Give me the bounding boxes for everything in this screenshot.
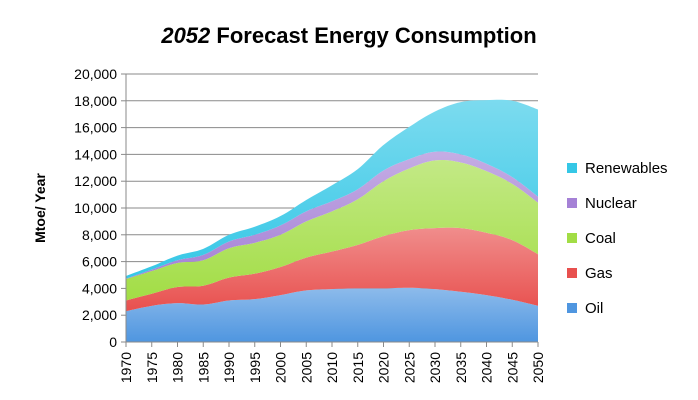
legend-swatch-oil — [567, 303, 577, 313]
legend-swatch-gas — [567, 268, 577, 278]
legend-label-coal: Coal — [585, 230, 616, 247]
x-tick-label-2000: 2000 — [273, 352, 289, 383]
legend-label-renewables: Renewables — [585, 160, 668, 177]
x-tick-label-2010: 2010 — [324, 352, 340, 383]
legend-swatch-coal — [567, 233, 577, 243]
y-tick-label-7: 14,000 — [74, 146, 117, 162]
legend-label-oil: Oil — [585, 300, 603, 317]
x-tick-label-1990: 1990 — [221, 352, 237, 383]
y-tick-label-2: 4,000 — [82, 280, 117, 296]
chart-title-text: Forecast Energy Consumption — [210, 23, 536, 48]
legend-swatch-renewables — [567, 163, 577, 173]
legend-item-coal: Coal — [567, 230, 616, 247]
y-tick-label-0: 0 — [109, 334, 117, 350]
area-renewables — [126, 99, 538, 279]
legend: Renewables Nuclear Coal Gas Oil — [567, 160, 668, 317]
y-tick-label-8: 16,000 — [74, 120, 117, 136]
x-tick-label-2050: 2050 — [530, 352, 546, 383]
legend-item-nuclear: Nuclear — [567, 195, 637, 212]
legend-swatch-nuclear — [567, 198, 577, 208]
x-tick-label-2020: 2020 — [376, 352, 392, 383]
x-tick-label-2045: 2045 — [504, 352, 520, 383]
y-tick-label-1: 2,000 — [82, 307, 117, 323]
x-tick-label-2035: 2035 — [453, 352, 469, 383]
y-tick-label-9: 18,000 — [74, 93, 117, 109]
x-tick-label-2005: 2005 — [298, 352, 314, 383]
x-tick-label-1980: 1980 — [170, 352, 186, 383]
area-series — [126, 99, 538, 342]
area-nuclear — [126, 151, 538, 280]
y-tick-labels: 0 2,000 4,000 6,000 8,000 10,000 12,000 14,000 1… — [74, 66, 117, 350]
x-tick-label-2040: 2040 — [479, 352, 495, 383]
legend-item-renewables: Renewables — [567, 160, 668, 177]
legend-item-oil: Oil — [567, 300, 603, 317]
y-tick-label-10: 20,000 — [74, 66, 117, 82]
y-tick-label-5: 10,000 — [74, 200, 117, 216]
axes — [121, 73, 539, 347]
x-tick-label-2015: 2015 — [350, 352, 366, 383]
chart-title-year: 2052 — [160, 23, 211, 48]
x-tick-label-1995: 1995 — [247, 352, 263, 383]
x-tick-label-2030: 2030 — [427, 352, 443, 383]
x-tick-label-1975: 1975 — [144, 352, 160, 383]
y-tick-label-4: 8,000 — [82, 227, 117, 243]
legend-label-gas: Gas — [585, 265, 613, 282]
x-tick-label-2025: 2025 — [401, 352, 417, 383]
y-axis-label: Mtoe/ Year — [32, 173, 48, 243]
x-tick-label-1970: 1970 — [118, 352, 134, 383]
area-gas — [126, 227, 538, 312]
legend-label-nuclear: Nuclear — [585, 195, 637, 212]
area-oil — [126, 287, 538, 342]
y-tick-label-3: 6,000 — [82, 254, 117, 270]
area-coal — [126, 160, 538, 301]
x-tick-labels: 1970 1975 1980 1985 1990 1995 2000 2005 2010 2015… — [118, 352, 546, 383]
x-tick-label-1985: 1985 — [195, 352, 211, 383]
chart-title: 2052 Forecast Energy Consumption — [160, 23, 536, 48]
legend-item-gas: Gas — [567, 265, 613, 282]
y-tick-label-6: 12,000 — [74, 173, 117, 189]
